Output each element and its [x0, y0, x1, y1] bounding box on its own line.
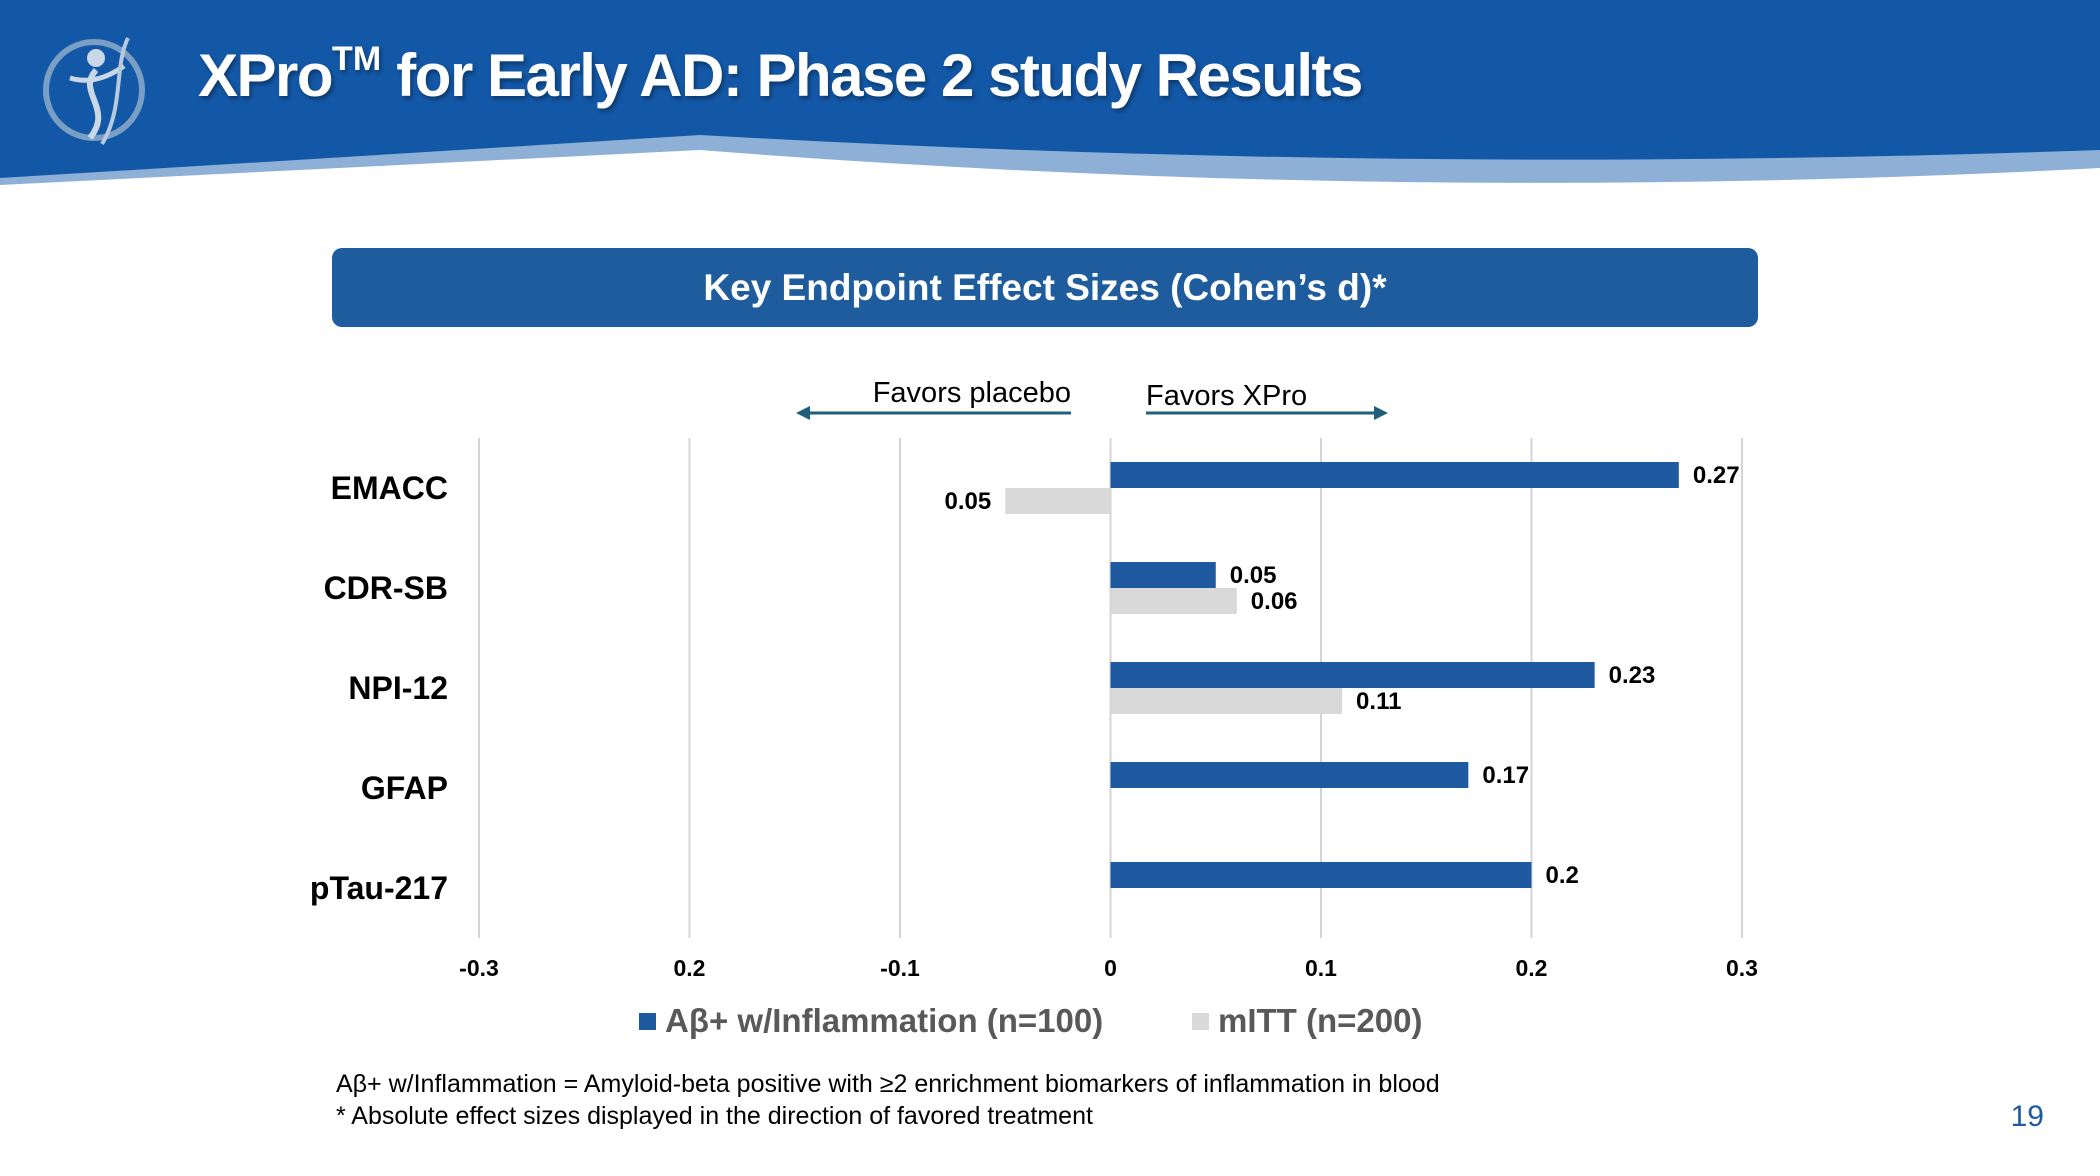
data-label: 0.06	[1251, 588, 1298, 615]
slide-title-rest: for Early AD: Phase 2 study Results	[381, 42, 1363, 109]
company-logo-icon	[43, 37, 145, 146]
favors-placebo-label: Favors placebo	[873, 377, 1071, 409]
bar-abeta-inflammation	[1110, 762, 1469, 788]
x-tick-label: -0.3	[459, 955, 499, 981]
page-number: 19	[2010, 1100, 2044, 1133]
header-background	[0, 0, 2100, 185]
bar-abeta-inflammation	[1110, 462, 1679, 488]
x-tick-label: 0	[1104, 955, 1117, 981]
data-label: 0.05	[1230, 562, 1277, 589]
chart-title-banner: Key Endpoint Effect Sizes (Cohen’s d)*	[332, 248, 1758, 327]
category-label: GFAP	[361, 770, 448, 806]
legend-swatch-abeta-inflammation	[639, 1013, 656, 1030]
favors-xpro-label: Favors XPro	[1146, 380, 1307, 412]
chart-title: Key Endpoint Effect Sizes (Cohen’s d)*	[703, 266, 1387, 308]
bar-mitt	[1005, 488, 1111, 514]
bar-abeta-inflammation	[1110, 862, 1532, 888]
bar-abeta-inflammation	[1110, 562, 1216, 588]
slide-title-main: XPro	[198, 42, 334, 109]
trademark-superscript: TM	[332, 40, 382, 78]
legend-label-abeta-inflammation: Aβ+ w/Inflammation (n=100)	[665, 1002, 1103, 1039]
legend-swatch-mitt	[1192, 1013, 1209, 1030]
slide-title: XProTM for Early AD: Phase 2 study Resul…	[198, 40, 1363, 110]
header-banner: XProTM for Early AD: Phase 2 study Resul…	[0, 0, 2100, 220]
footnote-abbreviation: Aβ+ w/Inflammation = Amyloid-beta positi…	[336, 1070, 1440, 1098]
category-label: CDR-SB	[324, 570, 448, 606]
x-tick-label: 0.2	[674, 955, 706, 981]
bar-mitt	[1110, 588, 1237, 614]
effect-size-chart: -0.3 0.2 -0.1 0 0.1 0.2 0.3 EMACC 0.27 0.05 CDR-SB…	[310, 377, 1758, 1039]
category-label: NPI-12	[348, 670, 448, 706]
data-label: 0.05	[945, 488, 992, 515]
data-label: 0.2	[1546, 862, 1579, 889]
data-label: 0.17	[1482, 762, 1529, 789]
x-tick-label: 0.1	[1305, 955, 1337, 981]
bar-abeta-inflammation	[1110, 662, 1595, 688]
data-label: 0.23	[1609, 662, 1656, 689]
x-tick-label: 0.2	[1516, 955, 1548, 981]
category-label: pTau-217	[310, 870, 448, 906]
x-tick-label: 0.3	[1726, 955, 1758, 981]
bar-mitt	[1110, 688, 1343, 714]
category-label: EMACC	[331, 470, 448, 506]
favors-placebo-arrow-icon	[796, 406, 810, 420]
data-label: 0.11	[1356, 688, 1401, 715]
data-label: 0.27	[1693, 462, 1740, 489]
x-tick-label: -0.1	[880, 955, 920, 981]
legend-label-mitt: mITT (n=200)	[1218, 1002, 1422, 1039]
favors-xpro-arrow-icon	[1374, 406, 1388, 420]
footnote-absolute-values: * Absolute effect sizes displayed in the…	[336, 1102, 1093, 1130]
footnotes: Aβ+ w/Inflammation = Amyloid-beta positi…	[336, 1068, 1440, 1132]
